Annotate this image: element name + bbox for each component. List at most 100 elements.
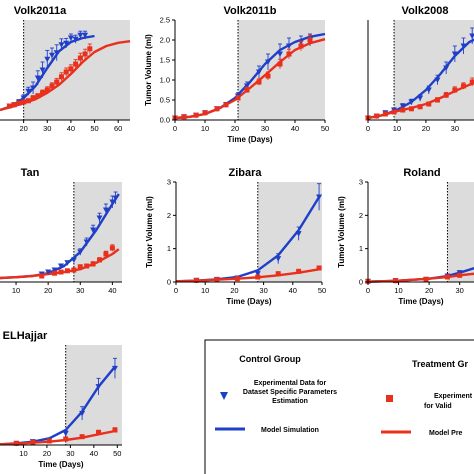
treatment-data-point (79, 434, 85, 440)
treatment-data-point (443, 92, 449, 98)
control-data-point (77, 32, 84, 39)
treatment-data-point (255, 274, 261, 280)
treatment-model-curve (175, 268, 320, 283)
treatment-data-point (316, 265, 322, 271)
treatment-data-point (461, 83, 467, 89)
treatment-data-point (202, 110, 208, 116)
control-data-point (20, 95, 27, 101)
treatment-data-point (39, 273, 45, 279)
panel-title: Zibara (228, 167, 262, 179)
shaded-region (257, 182, 322, 282)
x-tick-label: 40 (291, 124, 299, 133)
x-tick-label: 10 (12, 286, 20, 295)
treatment-data-point (84, 263, 90, 269)
treatment-data-point (417, 104, 423, 110)
treatment-data-point (298, 43, 304, 49)
panel-title: Volk2011b (224, 5, 277, 17)
panel-title: Volk2011a (14, 5, 67, 17)
treatment-data-point (444, 274, 450, 280)
x-tick-label: 50 (321, 124, 329, 133)
x-tick-label: 20 (43, 449, 51, 458)
legend-control-model-label: Model Simulation (261, 427, 319, 434)
treatment-model-curve (0, 248, 120, 280)
treatment-data-point (426, 101, 432, 107)
treatment-data-point (452, 87, 458, 93)
legend-treatment-model-label: Model Pre (429, 430, 463, 437)
x-tick-label: 30 (43, 124, 51, 133)
y-tick-label: 1.0 (160, 76, 170, 85)
treatment-data-point (63, 69, 69, 75)
legend-control-data-line-3: Estimation (272, 398, 308, 405)
control-data-point (254, 271, 261, 277)
control-data-point (109, 199, 116, 205)
control-data-point (67, 35, 74, 41)
control-data-point (417, 95, 424, 101)
treatment-data-point (277, 61, 283, 67)
treatment-data-point (30, 95, 36, 101)
x-axis-label: Time (Days) (38, 460, 84, 469)
treatment-data-point (58, 269, 64, 275)
panel-title: Volk2008 (402, 5, 449, 17)
control-data-point (451, 51, 458, 57)
panel-4: Zibara 0 10 20 30 40 50 0 1 2 3 Time (Days) Tumor Vo… (145, 167, 326, 306)
legend-control-data-line-1: Experimental Data for (254, 380, 327, 387)
treatment-data-point (68, 66, 74, 72)
x-tick-label: 0 (173, 124, 177, 133)
control-data-point (102, 207, 109, 213)
x-tick-label: 20 (230, 286, 238, 295)
control-data-point (72, 36, 79, 43)
x-tick-label: 0 (366, 286, 370, 295)
control-data-point (434, 77, 441, 83)
y-tick-label: 3 (359, 178, 363, 187)
control-data-point (83, 239, 90, 245)
y-tick-label: 2 (359, 211, 363, 220)
legend-treatment-data-marker (386, 395, 393, 402)
y-tick-label: 2 (167, 211, 171, 220)
x-tick-label: 40 (108, 286, 116, 295)
legend-treatment-title: Treatment Gr (412, 359, 469, 369)
control-data-point (39, 67, 46, 73)
treatment-data-point (40, 90, 46, 96)
treatment-data-point (63, 436, 69, 442)
x-tick-label: 50 (90, 124, 98, 133)
panel-3: Tan 10 20 30 40 (0, 167, 122, 295)
treatment-data-point (275, 271, 281, 277)
control-data-point (316, 194, 323, 200)
panel-6: ELHajjar 10 20 30 40 50 Time (Days) (0, 330, 122, 469)
control-data-point (95, 384, 102, 390)
control-data-point (58, 263, 64, 269)
x-tick-label: 40 (67, 124, 75, 133)
control-data-point (425, 87, 432, 93)
x-tick-label: 50 (113, 449, 121, 458)
treatment-data-point (286, 51, 292, 57)
treatment-data-point (244, 87, 250, 93)
treatment-data-point (235, 95, 241, 101)
control-data-point (63, 40, 70, 47)
y-axis-label: Tumor Volume (ml) (145, 196, 154, 268)
control-data-point (111, 365, 118, 372)
treatment-data-point (54, 79, 60, 85)
y-tick-label: 1 (359, 244, 363, 253)
treatment-data-point (265, 73, 271, 79)
treatment-data-point (382, 111, 388, 117)
x-tick-label: 30 (259, 286, 267, 295)
treatment-data-point (73, 61, 79, 67)
panel-title: Roland (403, 167, 440, 179)
x-tick-label: 30 (76, 286, 84, 295)
treatment-data-point (58, 74, 64, 80)
control-data-point (45, 269, 52, 275)
treatment-data-point (103, 251, 109, 257)
panel-title: Tan (21, 167, 40, 179)
x-tick-label: 50 (318, 286, 326, 295)
treatment-data-point (90, 261, 96, 267)
x-tick-label: 30 (451, 124, 459, 133)
treatment-model-curve (0, 429, 116, 446)
x-tick-label: 20 (422, 124, 430, 133)
treatment-data-point (400, 107, 406, 113)
legend-control-title: Control Group (239, 354, 301, 364)
treatment-data-point (193, 112, 199, 118)
treatment-data-point (457, 272, 463, 278)
legend-treatment-data-line-1: Experiment (434, 393, 473, 400)
treatment-data-point (6, 103, 12, 109)
x-tick-label: 40 (289, 286, 297, 295)
